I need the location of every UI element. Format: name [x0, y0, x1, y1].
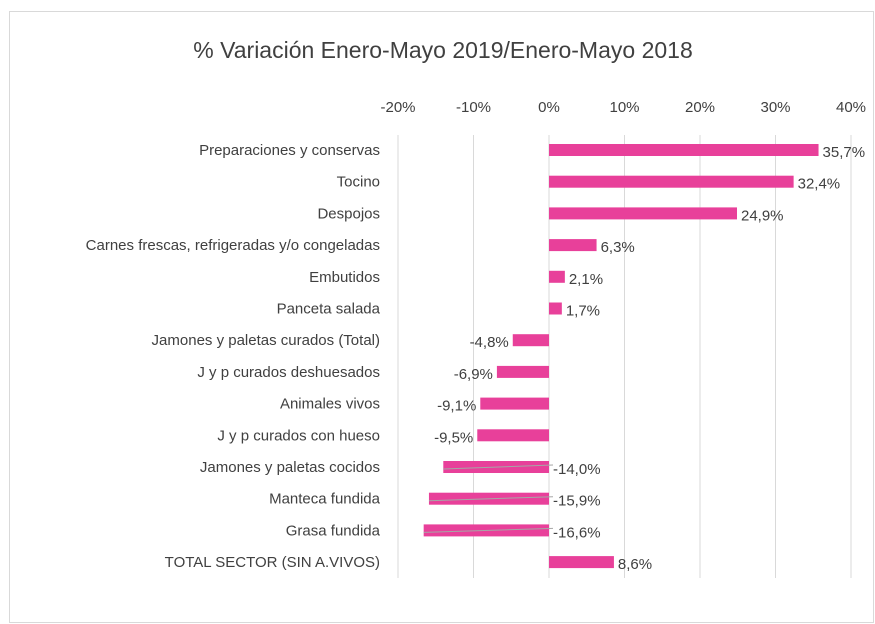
- chart-border: [9, 11, 874, 623]
- bar: [477, 429, 549, 442]
- data-label: -9,1%: [437, 398, 476, 415]
- y-tick-label: J y p curados con hueso: [217, 427, 380, 444]
- bar: [512, 334, 549, 347]
- y-tick-label: Panceta salada: [277, 300, 381, 317]
- data-label: 8,6%: [618, 556, 652, 573]
- y-tick-label: Despojos: [317, 205, 380, 222]
- y-tick-label: Carnes frescas, refrigeradas y/o congela…: [86, 237, 380, 254]
- x-tick-label: 30%: [760, 99, 790, 116]
- bar: [549, 239, 597, 252]
- x-tick-label: -20%: [380, 99, 415, 116]
- x-tick-label: -10%: [456, 99, 491, 116]
- bar: [480, 397, 549, 410]
- chart-title: % Variación Enero-Mayo 2019/Enero-Mayo 2…: [193, 37, 692, 63]
- y-tick-label: Embutidos: [309, 269, 380, 286]
- leader-line: [423, 527, 554, 533]
- y-tick-label: TOTAL SECTOR (SIN A.VIVOS): [165, 554, 380, 571]
- data-label: 35,7%: [823, 144, 866, 161]
- data-label: -14,0%: [553, 461, 601, 478]
- bar: [549, 556, 614, 569]
- leader-line: [428, 496, 554, 502]
- data-label: -4,8%: [470, 334, 509, 351]
- y-tick-label: J y p curados deshuesados: [197, 364, 380, 381]
- bar: [549, 302, 562, 315]
- y-tick-label: Grasa fundida: [286, 522, 381, 539]
- data-label: 6,3%: [601, 239, 635, 256]
- y-tick-label: Jamones y paletas curados (Total): [152, 332, 380, 349]
- leader-line: [443, 464, 554, 470]
- bar: [549, 144, 819, 156]
- x-tick-label: 20%: [685, 99, 715, 116]
- data-label: -15,9%: [553, 493, 601, 510]
- data-label: -9,5%: [434, 429, 473, 446]
- data-label: -6,9%: [454, 366, 493, 383]
- x-tick-label: 10%: [609, 99, 639, 116]
- data-label: 1,7%: [566, 302, 600, 319]
- y-tick-label: Manteca fundida: [269, 491, 381, 508]
- x-tick-label: 40%: [836, 99, 866, 116]
- data-label: 24,9%: [741, 207, 784, 224]
- data-label: -16,6%: [553, 524, 601, 541]
- bar: [496, 365, 549, 378]
- bar: [549, 270, 565, 283]
- y-tick-label: Animales vivos: [280, 396, 380, 413]
- y-tick-label: Tocino: [337, 174, 380, 191]
- y-tick-label: Jamones y paletas cocidos: [200, 459, 380, 476]
- y-tick-label: Preparaciones y conservas: [199, 142, 380, 159]
- data-label: 2,1%: [569, 271, 603, 288]
- bar: [549, 207, 737, 220]
- x-tick-label: 0%: [538, 99, 560, 116]
- bar: [549, 175, 794, 188]
- data-label: 32,4%: [798, 176, 841, 193]
